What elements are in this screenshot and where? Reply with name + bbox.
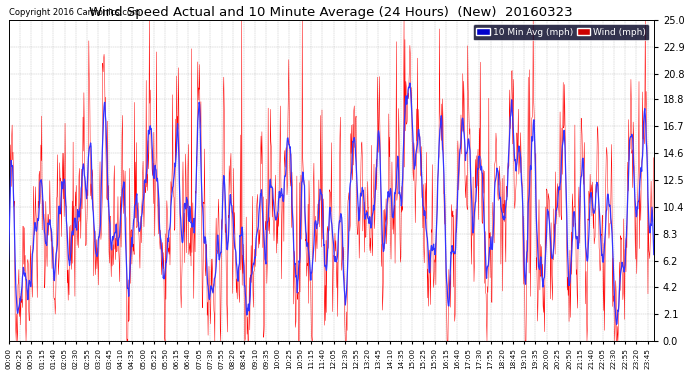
Legend: 10 Min Avg (mph), Wind (mph): 10 Min Avg (mph), Wind (mph)	[473, 24, 649, 40]
Text: Copyright 2016 Cartronics.com: Copyright 2016 Cartronics.com	[8, 8, 139, 16]
Title: Wind Speed Actual and 10 Minute Average (24 Hours)  (New)  20160323: Wind Speed Actual and 10 Minute Average …	[90, 6, 573, 18]
